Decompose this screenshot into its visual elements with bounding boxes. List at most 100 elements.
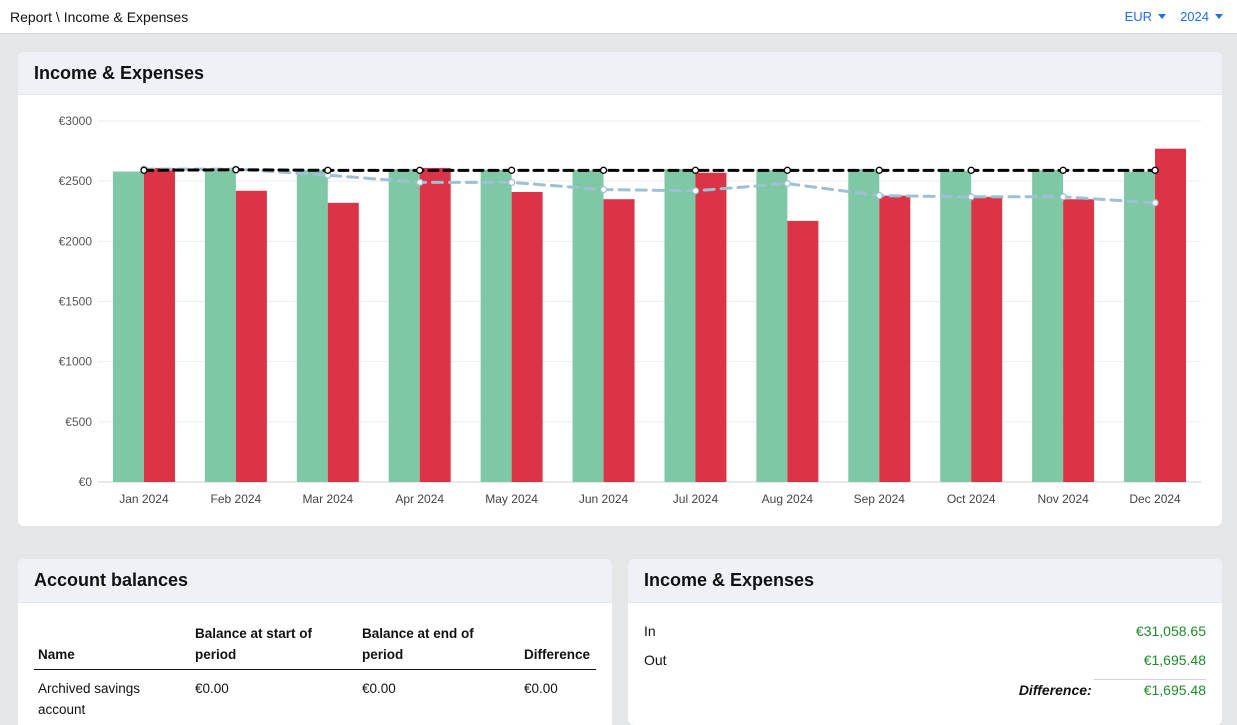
- summary-card-title: Income & Expenses: [644, 570, 815, 590]
- y-tick-label: €500: [65, 415, 92, 429]
- trend-point: [691, 187, 700, 195]
- average-point: [324, 166, 332, 174]
- expense-bar: [1155, 148, 1187, 482]
- y-tick-label: €0: [79, 475, 93, 489]
- table-header-row: Name Balance at start of period Balance …: [34, 623, 596, 670]
- income-bar: [572, 170, 604, 482]
- x-tick-label: Oct 2024: [947, 492, 996, 506]
- income-bar: [204, 169, 236, 483]
- income-expenses-chart: €0 €500 €1000 €1500 €2000 €2500 €3000 Jan 2024 F…: [59, 114, 1201, 506]
- trend-point: [1151, 199, 1159, 207]
- selectors: EUR 2024: [1125, 9, 1223, 24]
- income-bar: [480, 169, 512, 483]
- expense-bar: [971, 196, 1003, 482]
- y-tick-label: €2000: [59, 234, 93, 248]
- year-select[interactable]: 2024: [1180, 9, 1223, 24]
- col-header-end: Balance at end of period: [358, 623, 520, 670]
- income-bar: [1124, 171, 1156, 482]
- income-bar: [940, 170, 972, 482]
- x-tick-label: May 2024: [485, 492, 538, 506]
- x-tick-label: Apr 2024: [395, 492, 444, 506]
- table-row: Archived savings account €0.00 €0.00 €0.…: [34, 670, 596, 721]
- col-header-difference: Difference: [520, 623, 596, 670]
- currency-select[interactable]: EUR: [1124, 9, 1167, 24]
- y-tick-label: €2500: [59, 174, 93, 188]
- income-bar: [756, 170, 788, 482]
- y-tick-label: €1500: [59, 295, 93, 309]
- trend-point: [967, 193, 975, 201]
- chart-card-title: Income & Expenses: [34, 62, 205, 83]
- balances-card-title: Account balances: [34, 570, 189, 590]
- in-row: In €31,058.65: [644, 623, 1206, 639]
- balance-end: €0.00: [362, 681, 396, 696]
- caret-down-icon: [1215, 14, 1223, 19]
- in-value: €31,058.65: [1135, 623, 1206, 639]
- average-point: [1151, 166, 1159, 174]
- trend-point: [1059, 193, 1067, 201]
- expense-bar: [879, 195, 911, 482]
- year-label: 2024: [1180, 9, 1209, 24]
- y-tick-label: €1000: [59, 355, 93, 369]
- average-point: [232, 166, 240, 174]
- balance-start: €0.00: [195, 681, 229, 696]
- x-tick-label: Nov 2024: [1037, 492, 1089, 506]
- difference-divider: [1094, 679, 1206, 680]
- x-tick-label: Jan 2024: [119, 492, 169, 506]
- trend-point: [599, 185, 608, 194]
- out-row: Out €1,695.48: [644, 652, 1206, 668]
- x-tick-label: Jun 2024: [579, 492, 629, 506]
- expense-bar: [419, 167, 451, 482]
- income-bar: [1032, 170, 1064, 482]
- expense-bar: [787, 220, 819, 483]
- in-label: In: [644, 623, 656, 639]
- average-point: [599, 166, 608, 174]
- difference-row: Difference: €1,695.48: [644, 682, 1206, 698]
- x-tick-label: Aug 2024: [762, 492, 814, 506]
- trend-point: [416, 178, 424, 187]
- difference-value: €1,695.48: [1143, 682, 1206, 698]
- account-name-link[interactable]: Archived savings account: [38, 681, 141, 717]
- breadcrumb: Report \ Income & Expenses: [10, 9, 189, 25]
- expense-bar: [1063, 199, 1095, 482]
- average-point: [507, 166, 516, 174]
- card-header: Income & Expenses: [18, 52, 1222, 95]
- income-bar: [848, 169, 880, 482]
- income-bar: [296, 170, 328, 482]
- caret-down-icon: [1158, 14, 1167, 19]
- col-header-name: Name: [34, 623, 191, 670]
- card-header: Account balances: [18, 559, 612, 603]
- average-point: [783, 166, 792, 174]
- difference-label: Difference:: [1018, 682, 1092, 698]
- trend-point: [875, 191, 883, 200]
- y-tick-label: €3000: [59, 114, 93, 128]
- account-balances-card: Account balances Name Balance at start o…: [18, 559, 612, 725]
- income-expenses-chart-card: Income & Expenses €0 €500 €1000 €1500 €2000 €…: [18, 52, 1222, 526]
- x-tick-label: Dec 2024: [1129, 492, 1181, 506]
- average-point: [691, 166, 700, 174]
- trend-point: [507, 178, 516, 187]
- income-bar: [664, 169, 696, 482]
- balance-difference: €0.00: [524, 681, 558, 696]
- expense-bar: [143, 167, 175, 482]
- expense-bar: [327, 202, 359, 482]
- average-point: [140, 166, 148, 174]
- average-point: [1059, 166, 1067, 174]
- expense-bar: [603, 199, 635, 482]
- expense-bar: [695, 172, 727, 482]
- trend-point: [783, 179, 792, 188]
- average-line: [142, 168, 1157, 172]
- currency-label: EUR: [1124, 9, 1153, 24]
- top-bar: Report \ Income & Expenses EUR 2024: [0, 0, 1237, 34]
- average-point: [967, 166, 975, 174]
- trend-line: [142, 167, 1157, 205]
- card-header: Income & Expenses: [628, 559, 1222, 603]
- x-tick-label: Feb 2024: [211, 492, 262, 506]
- x-tick-label: Sep 2024: [854, 492, 906, 506]
- x-tick-label: Mar 2024: [302, 492, 353, 506]
- expense-bar: [235, 190, 267, 482]
- expense-bar: [511, 191, 543, 482]
- balances-table: Name Balance at start of period Balance …: [34, 623, 596, 720]
- income-expenses-summary-card: Income & Expenses In €31,058.65 Out €1,6…: [628, 559, 1222, 725]
- income-bar: [388, 169, 420, 482]
- out-value: €1,695.48: [1143, 652, 1206, 668]
